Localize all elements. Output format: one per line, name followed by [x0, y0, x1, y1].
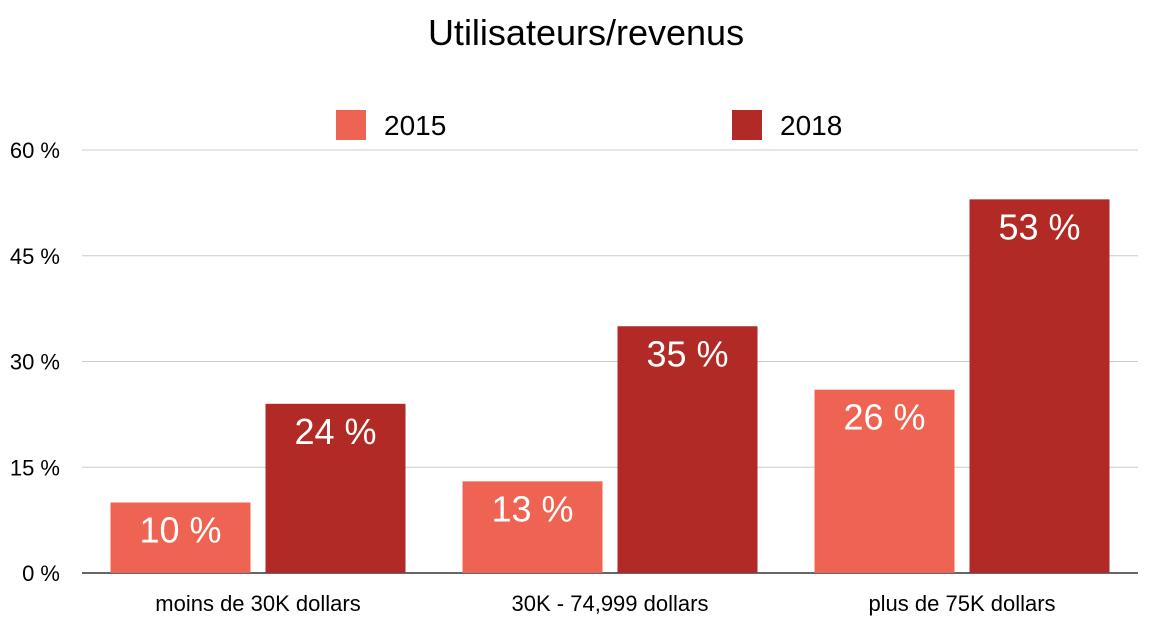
bar-2015-2 [814, 389, 955, 573]
y-tick-label: 30 % [10, 350, 60, 375]
y-axis: 0 % 15 % 30 % 45 % 60 % [10, 138, 60, 586]
x-tick-label: plus de 75K dollars [868, 591, 1055, 616]
y-tick-label: 60 % [10, 138, 60, 163]
x-axis: moins de 30K dollars 30K - 74,999 dollars… [155, 591, 1055, 616]
data-label: 10 % [139, 510, 221, 551]
x-tick-label: moins de 30K dollars [155, 591, 360, 616]
legend-label: 2018 [780, 110, 842, 141]
grid-lines [82, 149, 1138, 574]
data-label: 53 % [998, 206, 1080, 247]
data-label: 13 % [491, 488, 573, 529]
bar-2018-2 [969, 199, 1110, 573]
bars: 10 % 24 % 13 % 35 % 26 % 53 % [110, 199, 1110, 573]
y-tick-label: 15 % [10, 455, 60, 480]
bar-2015-1 [462, 481, 603, 573]
y-tick-label: 0 % [22, 561, 60, 586]
legend: 2015 2018 [336, 110, 842, 141]
bar-2018-0 [265, 403, 406, 573]
legend-label: 2015 [384, 110, 446, 141]
data-label: 35 % [646, 333, 728, 374]
legend-swatch [732, 110, 762, 140]
data-label: 24 % [294, 411, 376, 452]
bar-2018-1 [617, 326, 758, 573]
y-tick-label: 45 % [10, 244, 60, 269]
x-tick-label: 30K - 74,999 dollars [512, 591, 709, 616]
legend-swatch [336, 110, 366, 140]
bar-2015-0 [110, 502, 251, 573]
chart-title: Utilisateurs/revenus [428, 12, 744, 53]
data-label: 26 % [843, 397, 925, 438]
